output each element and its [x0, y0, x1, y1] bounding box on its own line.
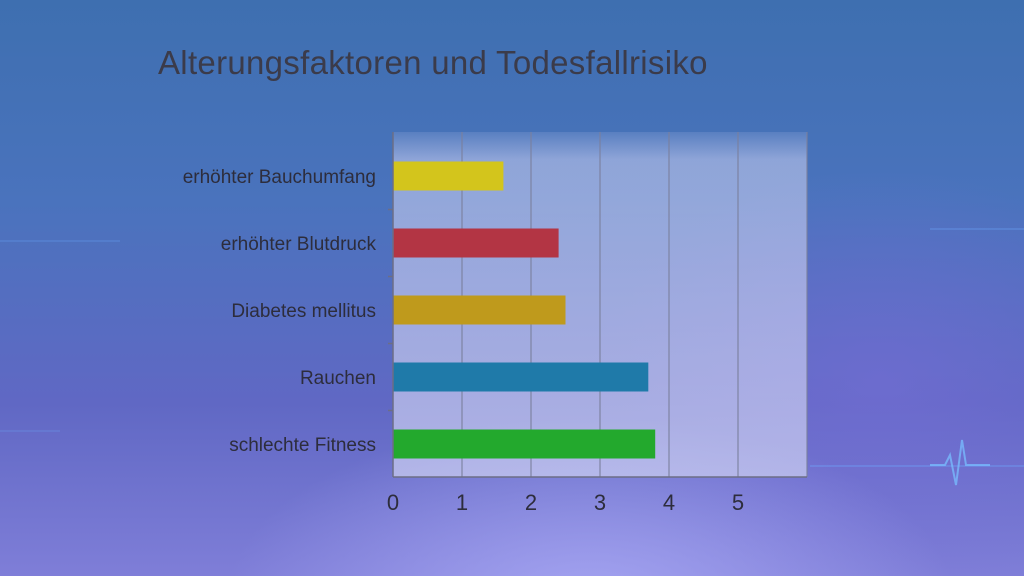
decorative-line: [930, 228, 1024, 230]
bar: [393, 429, 656, 459]
bar: [393, 228, 559, 258]
x-tick-labels: 0 1 2 3 4 5: [387, 490, 744, 515]
bar: [393, 161, 504, 191]
category-label: schlechte Fitness: [229, 435, 376, 456]
x-tick-label: 5: [732, 490, 744, 515]
x-tick-label: 3: [594, 490, 606, 515]
x-tick-label: 1: [456, 490, 468, 515]
heartbeat-icon: [930, 439, 990, 486]
decorative-line: [0, 240, 120, 242]
x-tick-label: 0: [387, 490, 399, 515]
bars: [393, 161, 656, 459]
decorative-line: [810, 465, 1024, 467]
page-title: Alterungsfaktoren und Todesfallrisiko: [158, 44, 708, 81]
bar: [393, 295, 566, 325]
x-tick-label: 4: [663, 490, 675, 515]
category-label: erhöhter Blutdruck: [221, 234, 377, 255]
category-label: Rauchen: [300, 368, 376, 389]
x-tick-label: 2: [525, 490, 537, 515]
bar: [393, 362, 649, 392]
category-labels: erhöhter Bauchumfang erhöhter Blutdruck Di…: [183, 167, 377, 456]
decorative-line: [0, 430, 60, 432]
category-label: Diabetes mellitus: [231, 301, 376, 322]
category-label: erhöhter Bauchumfang: [183, 167, 376, 188]
